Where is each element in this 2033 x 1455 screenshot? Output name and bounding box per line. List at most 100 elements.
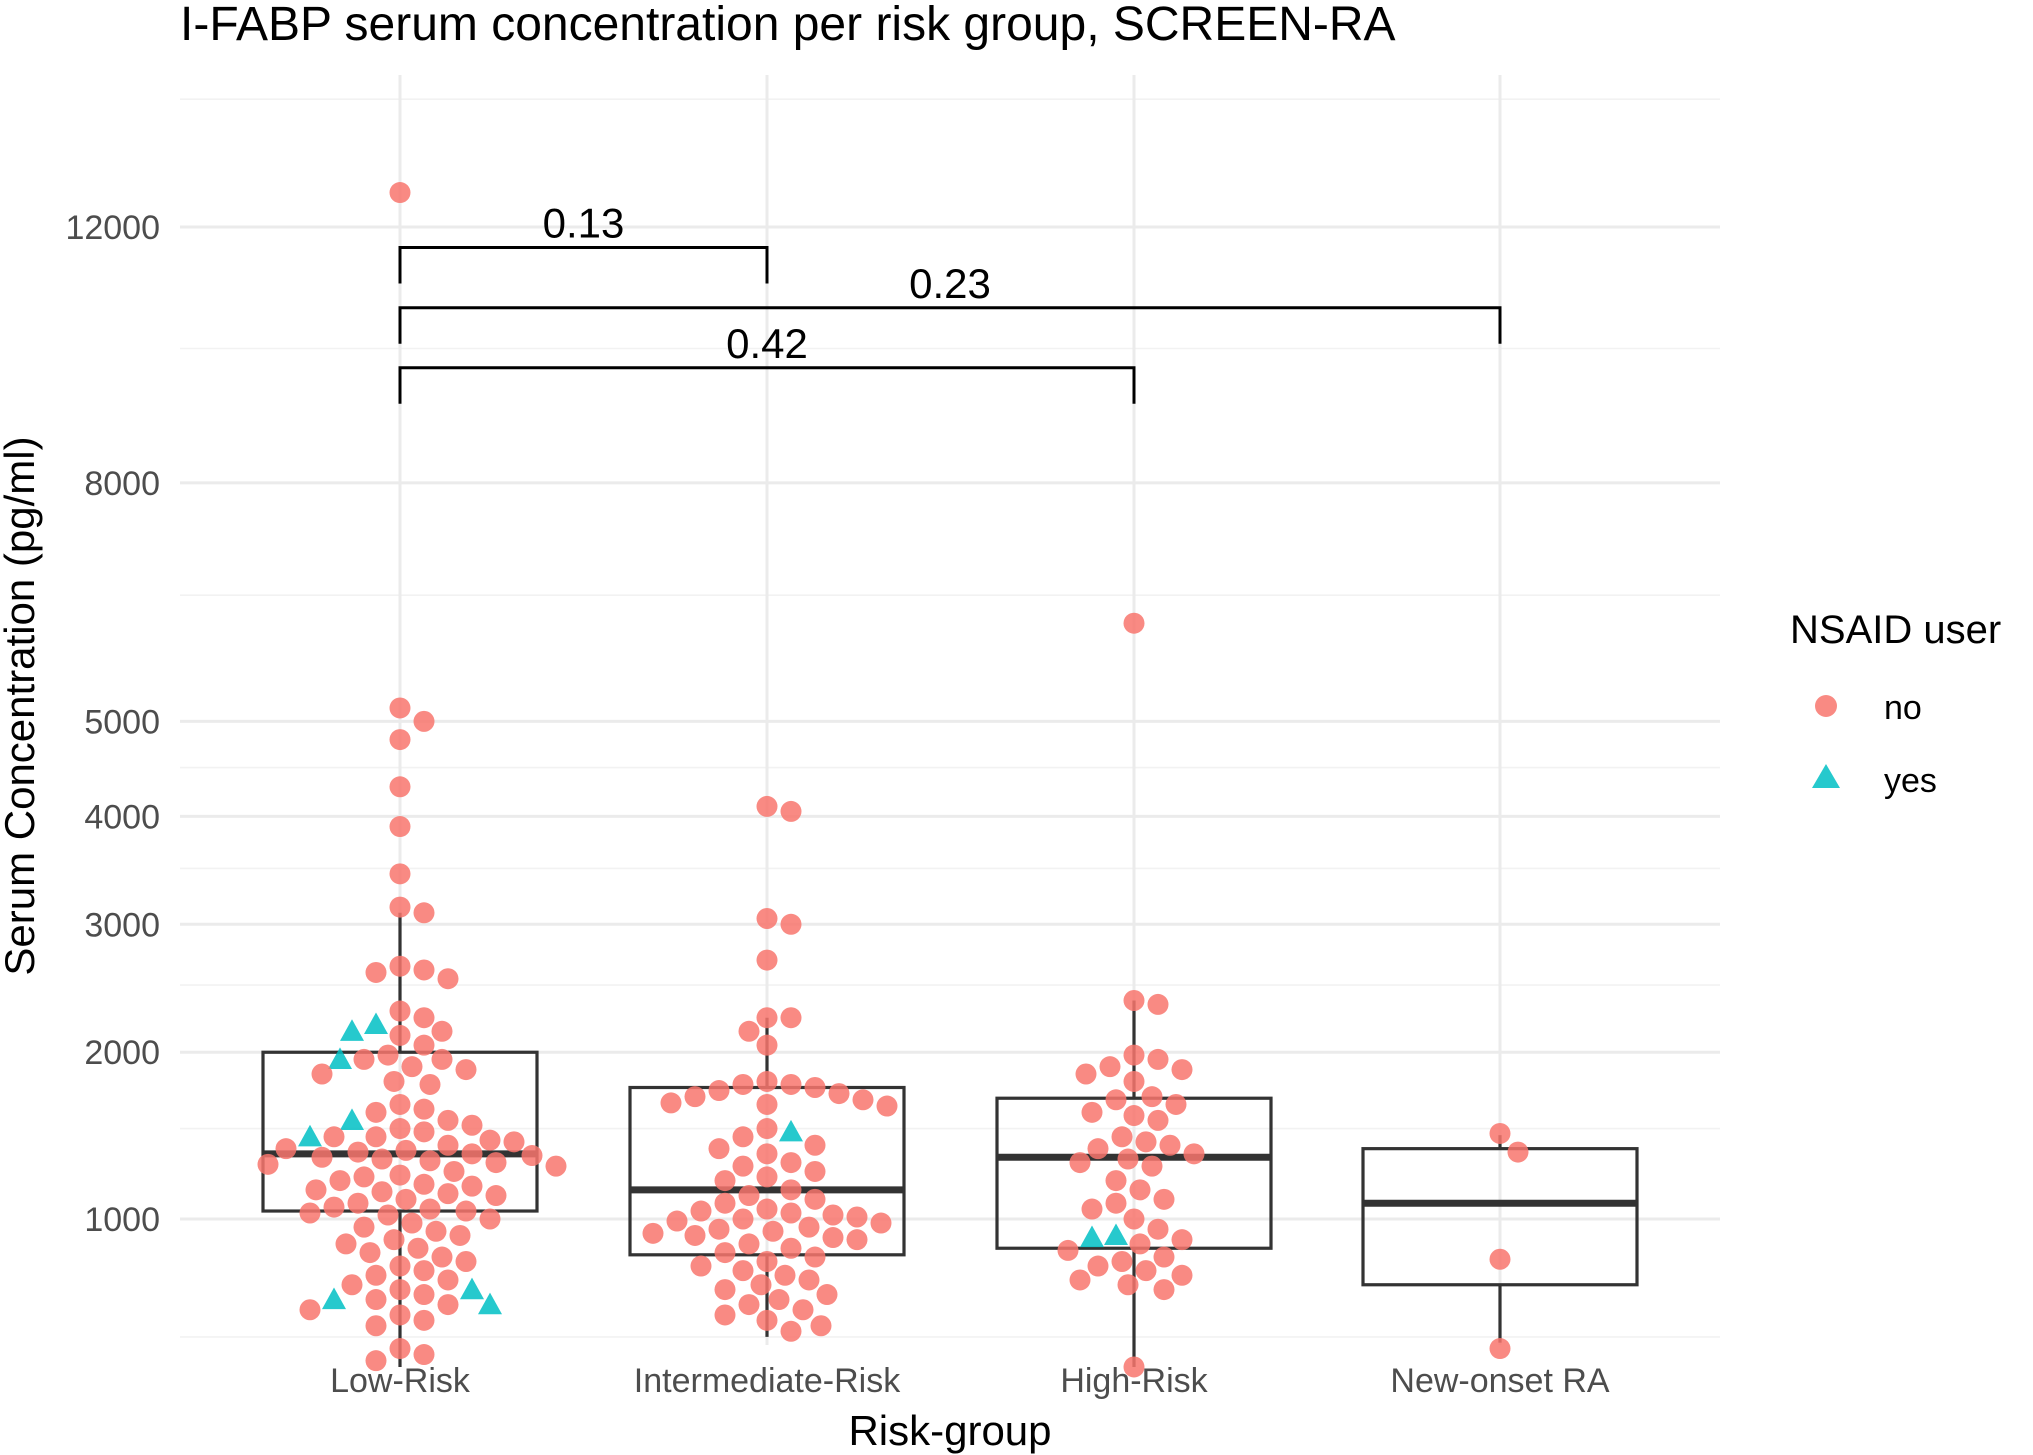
point-no-nsaid (419, 1150, 441, 1172)
point-no-nsaid (828, 1083, 850, 1105)
point-no-nsaid (389, 729, 411, 751)
point-no-nsaid (660, 1092, 682, 1114)
point-no-nsaid (810, 1315, 832, 1337)
comparison-p-value: 0.42 (726, 320, 808, 367)
point-no-nsaid (708, 1218, 730, 1240)
point-no-nsaid (449, 1224, 471, 1246)
point-no-nsaid (419, 1198, 441, 1220)
point-no-nsaid (1171, 1264, 1193, 1286)
point-no-nsaid (1489, 1248, 1511, 1270)
point-no-nsaid (1141, 1155, 1163, 1177)
point-no-nsaid (389, 816, 411, 838)
point-no-nsaid (876, 1095, 898, 1117)
x-tick-label: High-Risk (1060, 1362, 1208, 1400)
y-axis-label: Serum Concentration (pg/ml) (0, 436, 43, 975)
point-no-nsaid (311, 1146, 333, 1168)
point-no-nsaid (714, 1192, 736, 1214)
legend-yes-marker (1812, 764, 1840, 788)
point-no-nsaid (852, 1089, 874, 1111)
point-no-nsaid (1087, 1255, 1109, 1277)
point-no-nsaid (780, 913, 802, 935)
point-no-nsaid (780, 1202, 802, 1224)
point-no-nsaid (714, 1304, 736, 1326)
x-tick-label: Intermediate-Risk (634, 1362, 901, 1400)
x-axis-ticks: Low-Risk Intermediate-Risk High-Risk New-on… (330, 1362, 1610, 1400)
point-no-nsaid (756, 1198, 778, 1220)
point-no-nsaid (341, 1274, 363, 1296)
point-no-nsaid (305, 1179, 327, 1201)
x-tick-label: New-onset RA (1390, 1362, 1610, 1400)
point-no-nsaid (708, 1138, 730, 1160)
point-no-nsaid (774, 1264, 796, 1286)
point-no-nsaid (431, 1020, 453, 1042)
point-no-nsaid (455, 1251, 477, 1273)
point-no-nsaid (1147, 1218, 1169, 1240)
point-no-nsaid (708, 1080, 730, 1102)
point-no-nsaid (257, 1153, 279, 1175)
point-no-nsaid (389, 1304, 411, 1326)
legend-title: NSAID user (1790, 608, 2001, 652)
point-no-nsaid (479, 1208, 501, 1230)
point-no-nsaid (756, 1093, 778, 1115)
point-no-nsaid (437, 1294, 459, 1316)
point-no-nsaid (425, 1220, 447, 1242)
point-no-nsaid (503, 1131, 525, 1153)
point-no-nsaid (870, 1212, 892, 1234)
point-no-nsaid (1123, 612, 1145, 634)
y-axis-ticks: 1000 2000 3000 4000 5000 8000 12000 (65, 209, 160, 1239)
point-nsaid (328, 1047, 352, 1070)
point-no-nsaid (732, 1155, 754, 1177)
point-no-nsaid (1123, 990, 1145, 1012)
point-no-nsaid (479, 1129, 501, 1151)
point-no-nsaid (780, 1237, 802, 1259)
point-no-nsaid (1105, 1170, 1127, 1192)
point-no-nsaid (347, 1192, 369, 1214)
point-no-nsaid (1171, 1059, 1193, 1081)
point-no-nsaid (437, 1269, 459, 1291)
point-no-nsaid (407, 1237, 429, 1259)
point-no-nsaid (389, 1338, 411, 1360)
point-no-nsaid (413, 1260, 435, 1282)
point-no-nsaid (437, 1134, 459, 1156)
point-no-nsaid (311, 1063, 333, 1085)
box-rect (1361, 1147, 1639, 1287)
point-no-nsaid (804, 1246, 826, 1268)
point-no-nsaid (1171, 1229, 1193, 1251)
point-no-nsaid (780, 1179, 802, 1201)
point-no-nsaid (389, 1000, 411, 1022)
point-no-nsaid (780, 1152, 802, 1174)
point-no-nsaid (347, 1141, 369, 1163)
point-no-nsaid (732, 1126, 754, 1148)
point-no-nsaid (389, 896, 411, 918)
point-no-nsaid (431, 1246, 453, 1268)
point-no-nsaid (389, 1118, 411, 1140)
point-no-nsaid (1141, 1086, 1163, 1108)
point-no-nsaid (804, 1134, 826, 1156)
point-no-nsaid (798, 1216, 820, 1238)
point-no-nsaid (365, 961, 387, 983)
point-no-nsaid (299, 1299, 321, 1321)
legend-no-label: no (1884, 689, 1922, 727)
point-no-nsaid (413, 710, 435, 732)
comparison-bracket (398, 366, 1136, 404)
point-no-nsaid (329, 1170, 351, 1192)
point-no-nsaid (395, 1139, 417, 1161)
point-no-nsaid (1123, 1356, 1145, 1378)
point-no-nsaid (335, 1233, 357, 1255)
point-no-nsaid (353, 1216, 375, 1238)
point-no-nsaid (1081, 1101, 1103, 1123)
point-no-nsaid (1123, 1105, 1145, 1127)
point-no-nsaid (1507, 1141, 1529, 1163)
point-no-nsaid (1105, 1192, 1127, 1214)
point-no-nsaid (323, 1196, 345, 1218)
point-no-nsaid (690, 1255, 712, 1277)
point-no-nsaid (485, 1185, 507, 1207)
point-no-nsaid (846, 1229, 868, 1251)
point-no-nsaid (642, 1222, 664, 1244)
point-no-nsaid (1117, 1274, 1139, 1296)
point-no-nsaid (1147, 1048, 1169, 1070)
point-no-nsaid (377, 1044, 399, 1066)
point-no-nsaid (1147, 1109, 1169, 1131)
point-no-nsaid (461, 1114, 483, 1136)
y-tick-label: 8000 (84, 465, 160, 503)
